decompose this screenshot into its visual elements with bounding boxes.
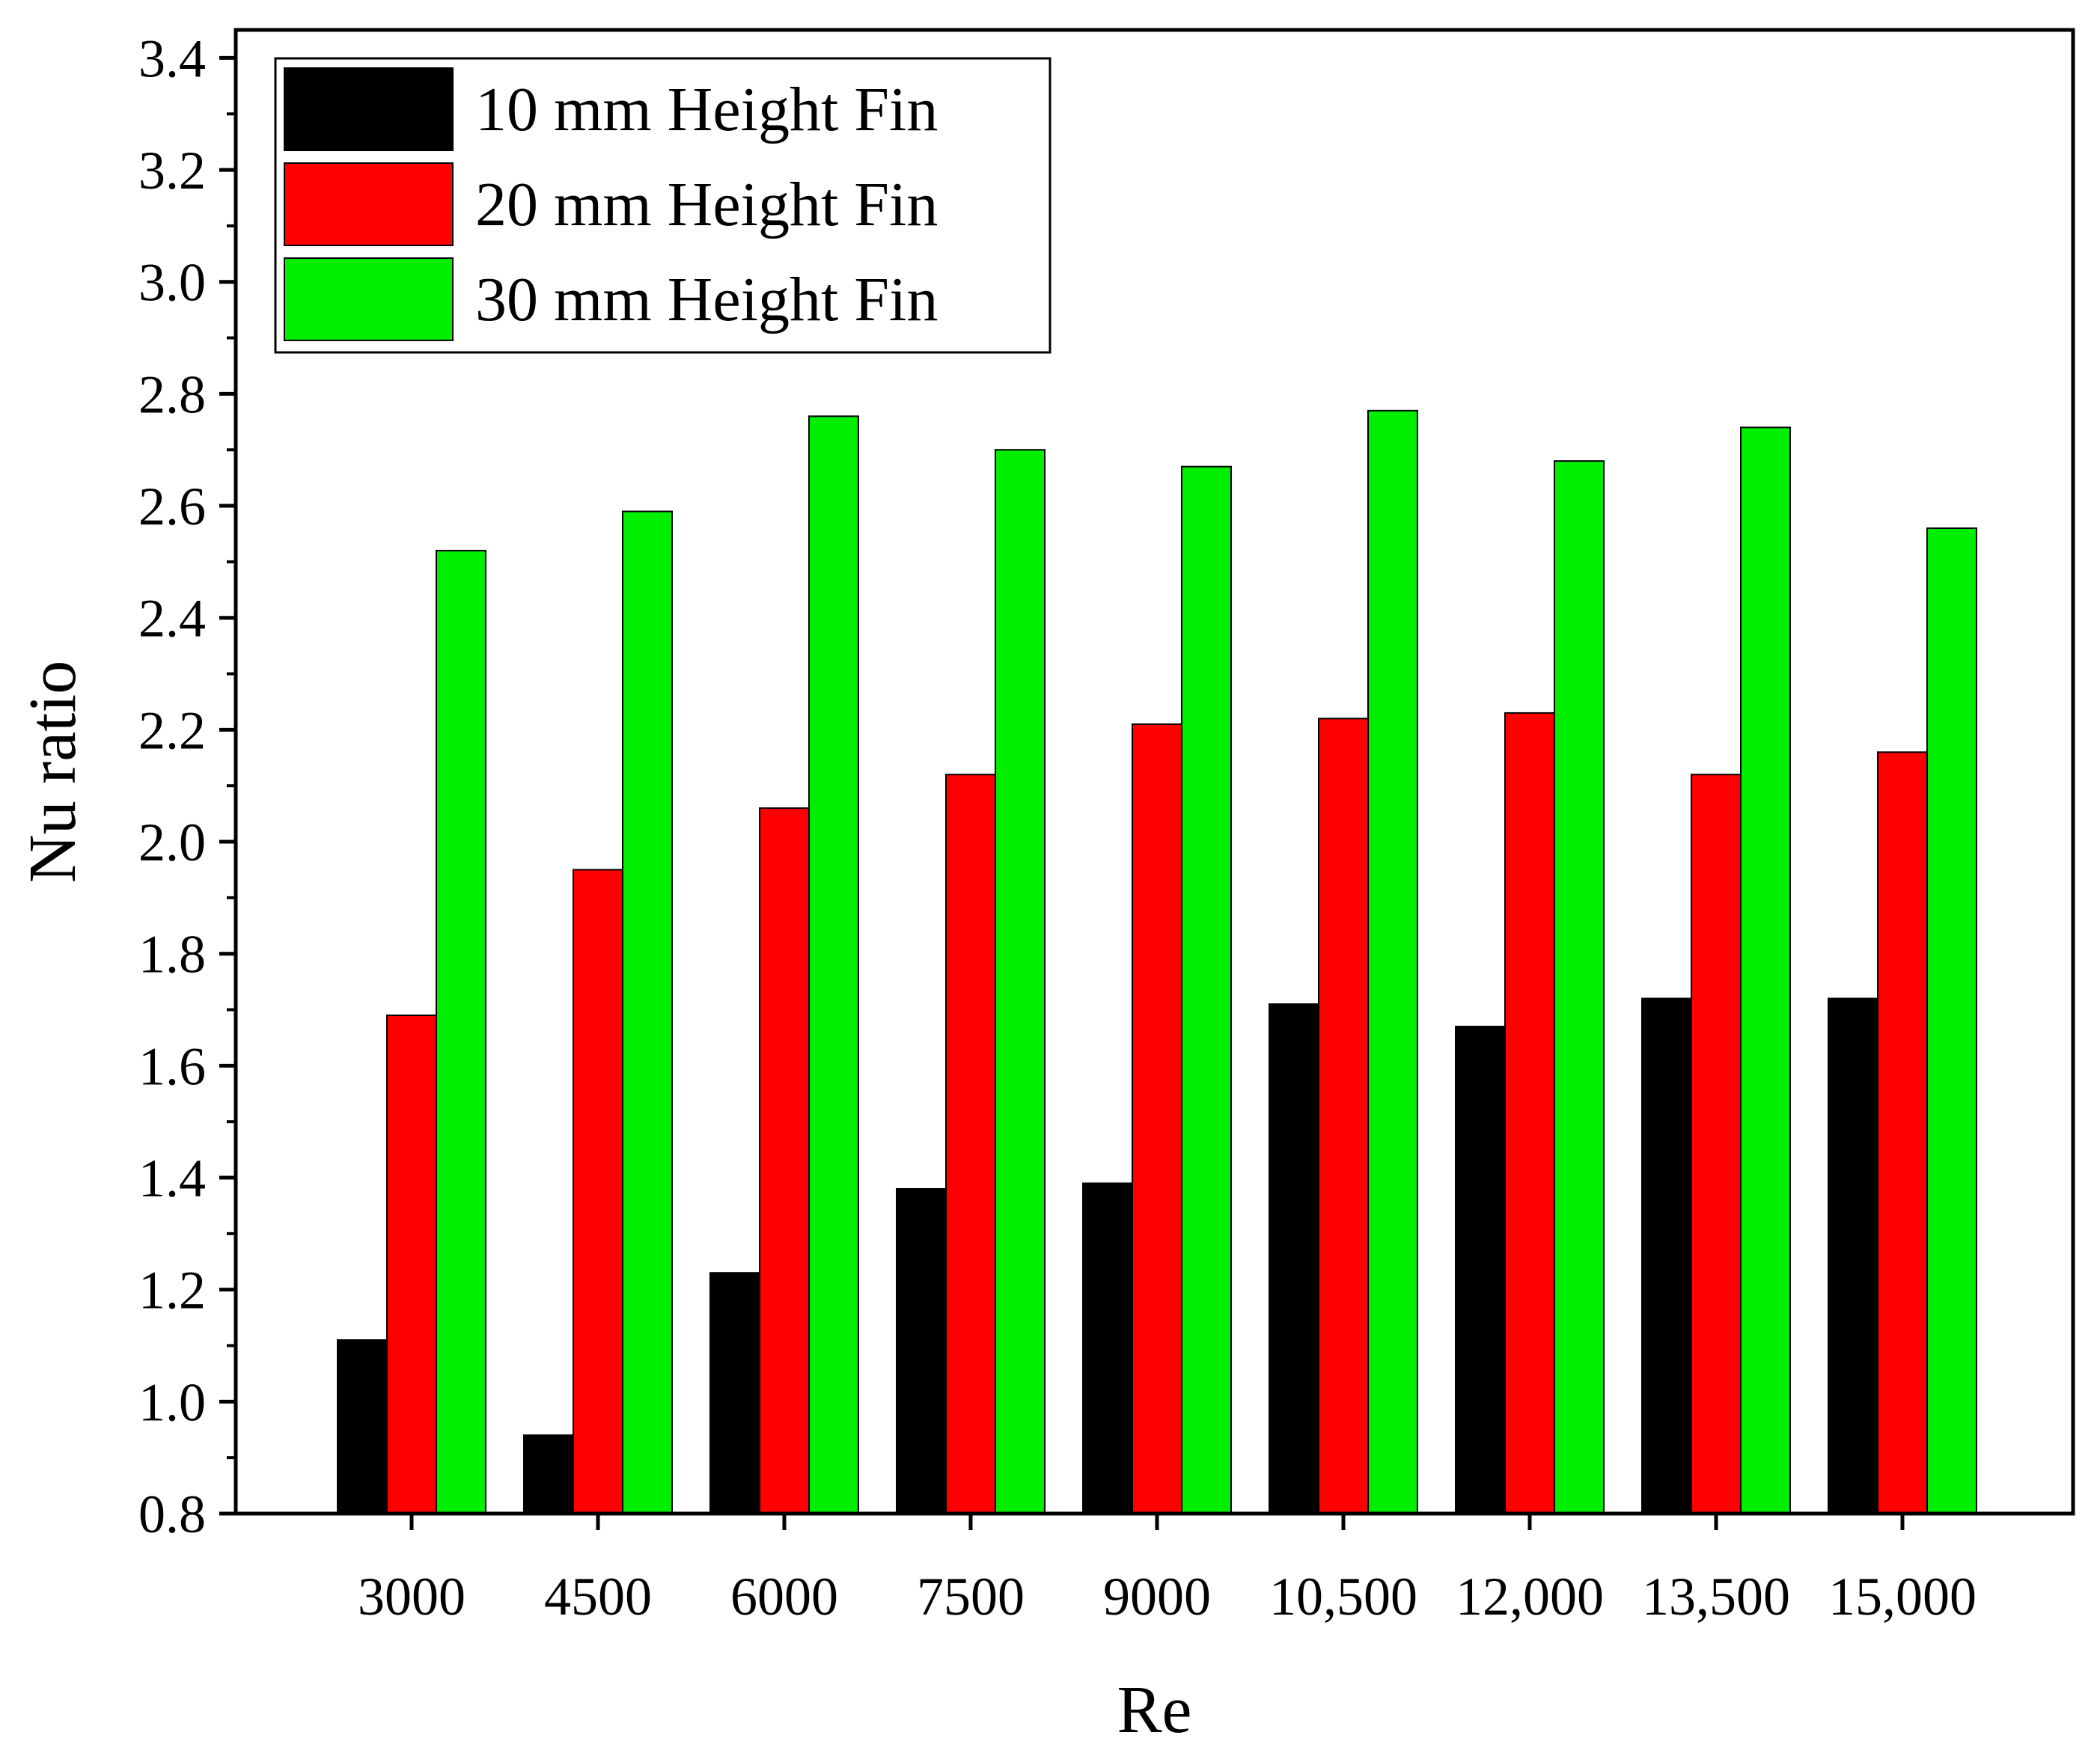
bar-1-1 (337, 1339, 388, 1514)
bar-3-4 (995, 449, 1046, 1514)
x-tick-label: 12,000 (1456, 1567, 1604, 1627)
bar-2-7 (1504, 712, 1555, 1514)
bar-3-1 (436, 549, 486, 1514)
y-tick-label: 1.8 (138, 925, 206, 985)
bar-3-5 (1181, 465, 1232, 1515)
bar-1-6 (1269, 1003, 1319, 1514)
y-tick-label: 2.4 (138, 589, 206, 649)
y-tick-label: 2.0 (138, 813, 206, 872)
y-tick-label: 1.2 (138, 1261, 206, 1321)
x-tick-label: 6000 (730, 1567, 838, 1627)
y-tick-label: 3.2 (138, 141, 206, 201)
bar-2-6 (1318, 718, 1369, 1514)
y-tick-label: 3.0 (138, 253, 206, 313)
bar-2-3 (759, 807, 810, 1514)
legend-label-3: 30 mm Height Fin (475, 265, 938, 334)
bar-2-9 (1877, 751, 1928, 1514)
y-tick-label: 2.2 (138, 700, 206, 760)
bar-3-7 (1554, 460, 1605, 1514)
bar-3-8 (1740, 426, 1791, 1514)
legend-swatch-2 (284, 162, 454, 246)
bar-1-3 (709, 1272, 760, 1515)
y-tick-label: 1.0 (138, 1372, 206, 1432)
y-tick-label: 0.8 (138, 1484, 206, 1544)
bar-2-8 (1691, 774, 1742, 1514)
bar-1-5 (1082, 1182, 1133, 1514)
y-tick-label: 1.4 (138, 1148, 206, 1208)
bar-1-4 (896, 1187, 947, 1514)
legend: 10 mm Height Fin 20 mm Height Fin 30 mm He… (274, 57, 1051, 354)
bar-1-8 (1641, 997, 1692, 1514)
bar-2-4 (945, 774, 996, 1514)
bar-2-5 (1132, 723, 1182, 1515)
bar-2-1 (386, 1015, 437, 1515)
y-tick-label: 1.6 (138, 1036, 206, 1096)
y-axis-title: Nu ratio (16, 661, 90, 883)
x-tick-label: 10,500 (1269, 1567, 1417, 1627)
plot-frame (233, 28, 2075, 1516)
bar-3-3 (808, 415, 859, 1515)
x-tick-label: 15,000 (1828, 1567, 1977, 1627)
y-tick-label: 3.4 (138, 28, 206, 88)
bar-3-9 (1926, 527, 1977, 1515)
legend-label-1: 10 mm Height Fin (475, 75, 938, 144)
x-tick-label: 4500 (544, 1567, 652, 1627)
x-axis-title: Re (1117, 1673, 1192, 1747)
bars-layer (337, 409, 1977, 1515)
bar-1-2 (523, 1434, 574, 1515)
y-tick-label: 2.8 (138, 364, 206, 424)
bar-3-2 (622, 510, 673, 1514)
bar-1-7 (1455, 1025, 1506, 1515)
bar-3-6 (1367, 409, 1418, 1514)
y-tick-label: 2.6 (138, 477, 206, 536)
x-tick-label: 13,500 (1642, 1567, 1790, 1627)
x-tick-label: 3000 (358, 1567, 466, 1627)
x-tick-label: 9000 (1103, 1567, 1211, 1627)
bar-1-9 (1828, 997, 1878, 1514)
legend-swatch-3 (284, 257, 454, 341)
x-tick-label: 7500 (917, 1567, 1025, 1627)
ticks-layer: 3000 4500 6000 7500 9000 10,500 12,000 13,500 15… (138, 28, 1977, 1627)
legend-swatch-1 (284, 67, 454, 151)
legend-label-2: 20 mm Height Fin (475, 170, 938, 239)
bar-2-2 (573, 869, 623, 1515)
